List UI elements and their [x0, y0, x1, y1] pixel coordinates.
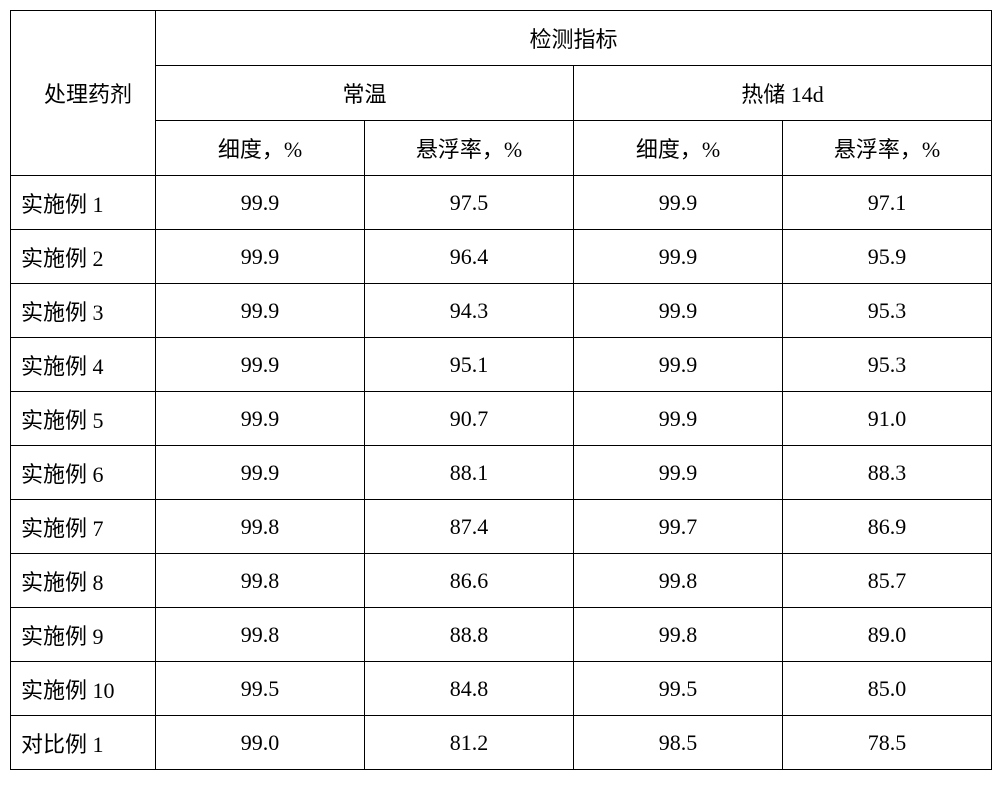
cell-value: 91.0 [783, 392, 992, 446]
cell-value: 99.0 [156, 716, 365, 770]
sub-header-hot: 热储 14d [574, 66, 992, 121]
cell-value: 99.8 [156, 608, 365, 662]
cell-value: 99.7 [574, 500, 783, 554]
cell-value: 99.8 [156, 500, 365, 554]
cell-value: 87.4 [365, 500, 574, 554]
cell-value: 86.6 [365, 554, 574, 608]
table-row: 实施例 899.886.699.885.7 [11, 554, 992, 608]
cell-value: 99.9 [156, 284, 365, 338]
row-label-header: 处理药剂 [11, 11, 156, 176]
cell-value: 97.5 [365, 176, 574, 230]
metric-header: 悬浮率，% [365, 121, 574, 176]
row-label: 实施例 5 [11, 392, 156, 446]
metric-header: 细度，% [156, 121, 365, 176]
cell-value: 90.7 [365, 392, 574, 446]
table-row: 实施例 399.994.399.995.3 [11, 284, 992, 338]
cell-value: 88.8 [365, 608, 574, 662]
cell-value: 95.9 [783, 230, 992, 284]
cell-value: 99.9 [574, 284, 783, 338]
cell-value: 95.3 [783, 338, 992, 392]
cell-value: 99.5 [574, 662, 783, 716]
row-label: 实施例 1 [11, 176, 156, 230]
cell-value: 88.1 [365, 446, 574, 500]
metric-header: 悬浮率，% [783, 121, 992, 176]
main-header: 检测指标 [156, 11, 992, 66]
table-header: 处理药剂 检测指标 常温 热储 14d 细度，% 悬浮率，% 细度，% 悬浮率，… [11, 11, 992, 176]
cell-value: 95.1 [365, 338, 574, 392]
table-row: 实施例 799.887.499.786.9 [11, 500, 992, 554]
cell-value: 96.4 [365, 230, 574, 284]
cell-value: 99.9 [156, 446, 365, 500]
cell-value: 99.5 [156, 662, 365, 716]
table-row: 实施例 299.996.499.995.9 [11, 230, 992, 284]
row-label: 实施例 6 [11, 446, 156, 500]
row-label: 实施例 8 [11, 554, 156, 608]
cell-value: 94.3 [365, 284, 574, 338]
cell-value: 99.9 [156, 230, 365, 284]
cell-value: 99.9 [156, 176, 365, 230]
table-row: 对比例 199.081.298.578.5 [11, 716, 992, 770]
cell-value: 97.1 [783, 176, 992, 230]
result-table: 处理药剂 检测指标 常温 热储 14d 细度，% 悬浮率，% 细度，% 悬浮率，… [10, 10, 992, 770]
cell-value: 78.5 [783, 716, 992, 770]
metric-header: 细度，% [574, 121, 783, 176]
cell-value: 88.3 [783, 446, 992, 500]
row-label: 对比例 1 [11, 716, 156, 770]
cell-value: 85.0 [783, 662, 992, 716]
cell-value: 95.3 [783, 284, 992, 338]
table-row: 实施例 999.888.899.889.0 [11, 608, 992, 662]
table-row: 实施例 599.990.799.991.0 [11, 392, 992, 446]
cell-value: 84.8 [365, 662, 574, 716]
cell-value: 86.9 [783, 500, 992, 554]
table-body: 实施例 199.997.599.997.1实施例 299.996.499.995… [11, 176, 992, 770]
cell-value: 99.9 [574, 230, 783, 284]
row-label: 实施例 3 [11, 284, 156, 338]
cell-value: 99.9 [156, 338, 365, 392]
row-label: 实施例 10 [11, 662, 156, 716]
cell-value: 99.8 [156, 554, 365, 608]
table-row: 实施例 199.997.599.997.1 [11, 176, 992, 230]
cell-value: 99.9 [156, 392, 365, 446]
table-row: 实施例 699.988.199.988.3 [11, 446, 992, 500]
row-label: 实施例 4 [11, 338, 156, 392]
row-label: 实施例 7 [11, 500, 156, 554]
cell-value: 99.8 [574, 608, 783, 662]
cell-value: 89.0 [783, 608, 992, 662]
cell-value: 81.2 [365, 716, 574, 770]
cell-value: 99.8 [574, 554, 783, 608]
cell-value: 99.9 [574, 176, 783, 230]
cell-value: 85.7 [783, 554, 992, 608]
cell-value: 99.9 [574, 338, 783, 392]
row-label: 实施例 9 [11, 608, 156, 662]
cell-value: 99.9 [574, 446, 783, 500]
sub-header-normal: 常温 [156, 66, 574, 121]
row-label: 实施例 2 [11, 230, 156, 284]
cell-value: 98.5 [574, 716, 783, 770]
table-row: 实施例 499.995.199.995.3 [11, 338, 992, 392]
cell-value: 99.9 [574, 392, 783, 446]
table-row: 实施例 1099.584.899.585.0 [11, 662, 992, 716]
